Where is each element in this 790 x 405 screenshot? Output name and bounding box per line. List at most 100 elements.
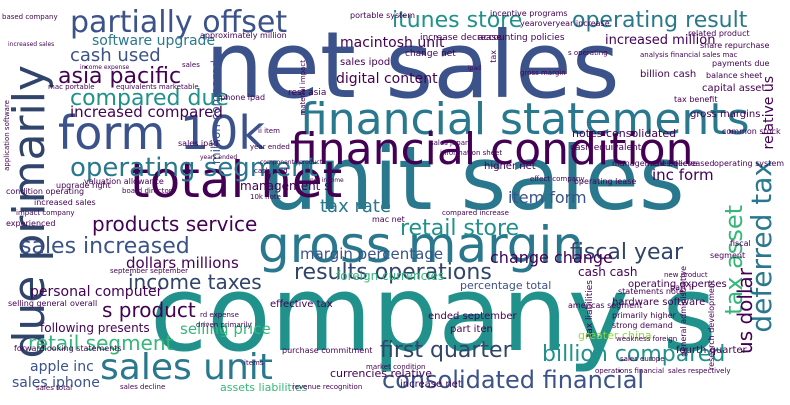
word: statements note [618,287,684,296]
word: yearoveryear increase [520,19,610,28]
word: tax benefit [674,95,718,104]
word: sales decreased [650,159,715,168]
word: income taxes [128,270,262,294]
word: item form [508,188,587,207]
word: mac portable [48,83,95,91]
word: year ended [250,143,290,151]
word: primarily higher [612,311,676,320]
word: increased sales [8,41,55,48]
word: purchase commitment [282,346,373,355]
word: total net [130,151,343,209]
word: unit sales [262,127,685,230]
word: selling general [8,299,67,308]
word: digital content [336,71,438,87]
word: driven primarily [196,321,252,329]
word: gross margins [690,109,761,120]
word: margin percentage [300,245,444,263]
word: increase decrease [420,33,502,43]
word: related product [688,29,750,38]
word: sales increased [20,234,190,259]
word: net income [310,177,344,184]
word: operating lease [574,177,637,186]
word: retail segment [28,331,174,355]
word: operating segment [70,153,318,183]
word: million compared [209,60,223,165]
word: segment [710,251,746,260]
word: management believe [612,159,698,168]
word: operating system [714,159,785,168]
word: higher net [484,161,536,172]
word: results operations [294,260,492,285]
word: effect company [530,175,585,183]
word: apple inc [30,359,94,375]
word: s operating [568,49,608,57]
word: cash used [70,45,161,66]
word: fourth quarter [676,345,747,356]
word: cash paid [254,167,288,175]
word: components product [260,159,323,166]
word: general administrative [679,266,688,357]
word: new product [664,271,708,279]
word: balance sheet [706,71,763,80]
word: payments due [712,59,770,68]
word: 10k note [250,193,281,201]
word: net sales [205,12,620,119]
word: financial statements [300,94,750,145]
word: portable system [350,11,415,20]
word: increase net [400,379,462,390]
word: equivalents marketable [116,83,199,91]
word: sales japan [430,139,470,147]
word: sales iphone [12,375,100,391]
word: s product [102,298,196,322]
word: asia pacific [58,64,182,89]
word: september september [110,267,189,275]
word: retail store [400,216,520,241]
word: share repurchase [700,41,770,50]
word: information sheet [440,149,503,157]
word: software upgrade [92,33,216,49]
word: company s [150,253,717,375]
word: billion compared [542,342,726,367]
word: based company [2,13,58,21]
word: cash equivalent [570,143,642,153]
word: sales [182,61,200,69]
word: research development [707,280,716,370]
word: operations financial [595,367,665,375]
word: ipad [468,65,481,72]
word: effective tax [270,299,333,310]
word: greater china [578,329,652,342]
word: operating result [572,8,748,33]
word: macintosh unit [340,35,445,51]
word: dollars millions [126,254,239,272]
word: part iten [450,324,493,335]
word: tax rate [320,196,392,217]
word: income expense [80,64,130,71]
word: ii item [258,127,280,135]
word: common stock [722,127,781,136]
word: rest asia [288,88,327,98]
word: ended september [428,311,517,322]
word: compared due [70,86,229,111]
word: notes consolidated [572,127,677,140]
word: sales ipad [178,139,219,148]
word: accounting policies [478,33,565,43]
word: currencies relative [330,367,432,380]
word: rd expense [200,311,239,319]
word: hardware software [612,297,706,308]
word: sales unit [100,347,273,388]
word: upgrade right [56,181,111,190]
word: valuation allowance [84,177,164,186]
word: sales total [36,384,73,392]
word: fiscal [730,239,751,248]
word: sales ipod [340,57,391,68]
word: iphone ipad [218,93,266,102]
word: form 10k [58,106,266,160]
word: inc form [652,166,714,184]
word: years ended [200,154,238,161]
word: analysis financial sales mac [640,51,738,59]
word: assets liabilities [220,381,308,394]
word: change net [405,49,456,59]
word: board directors [122,187,176,195]
word: strong demand [612,321,673,330]
word: management s [240,179,331,193]
